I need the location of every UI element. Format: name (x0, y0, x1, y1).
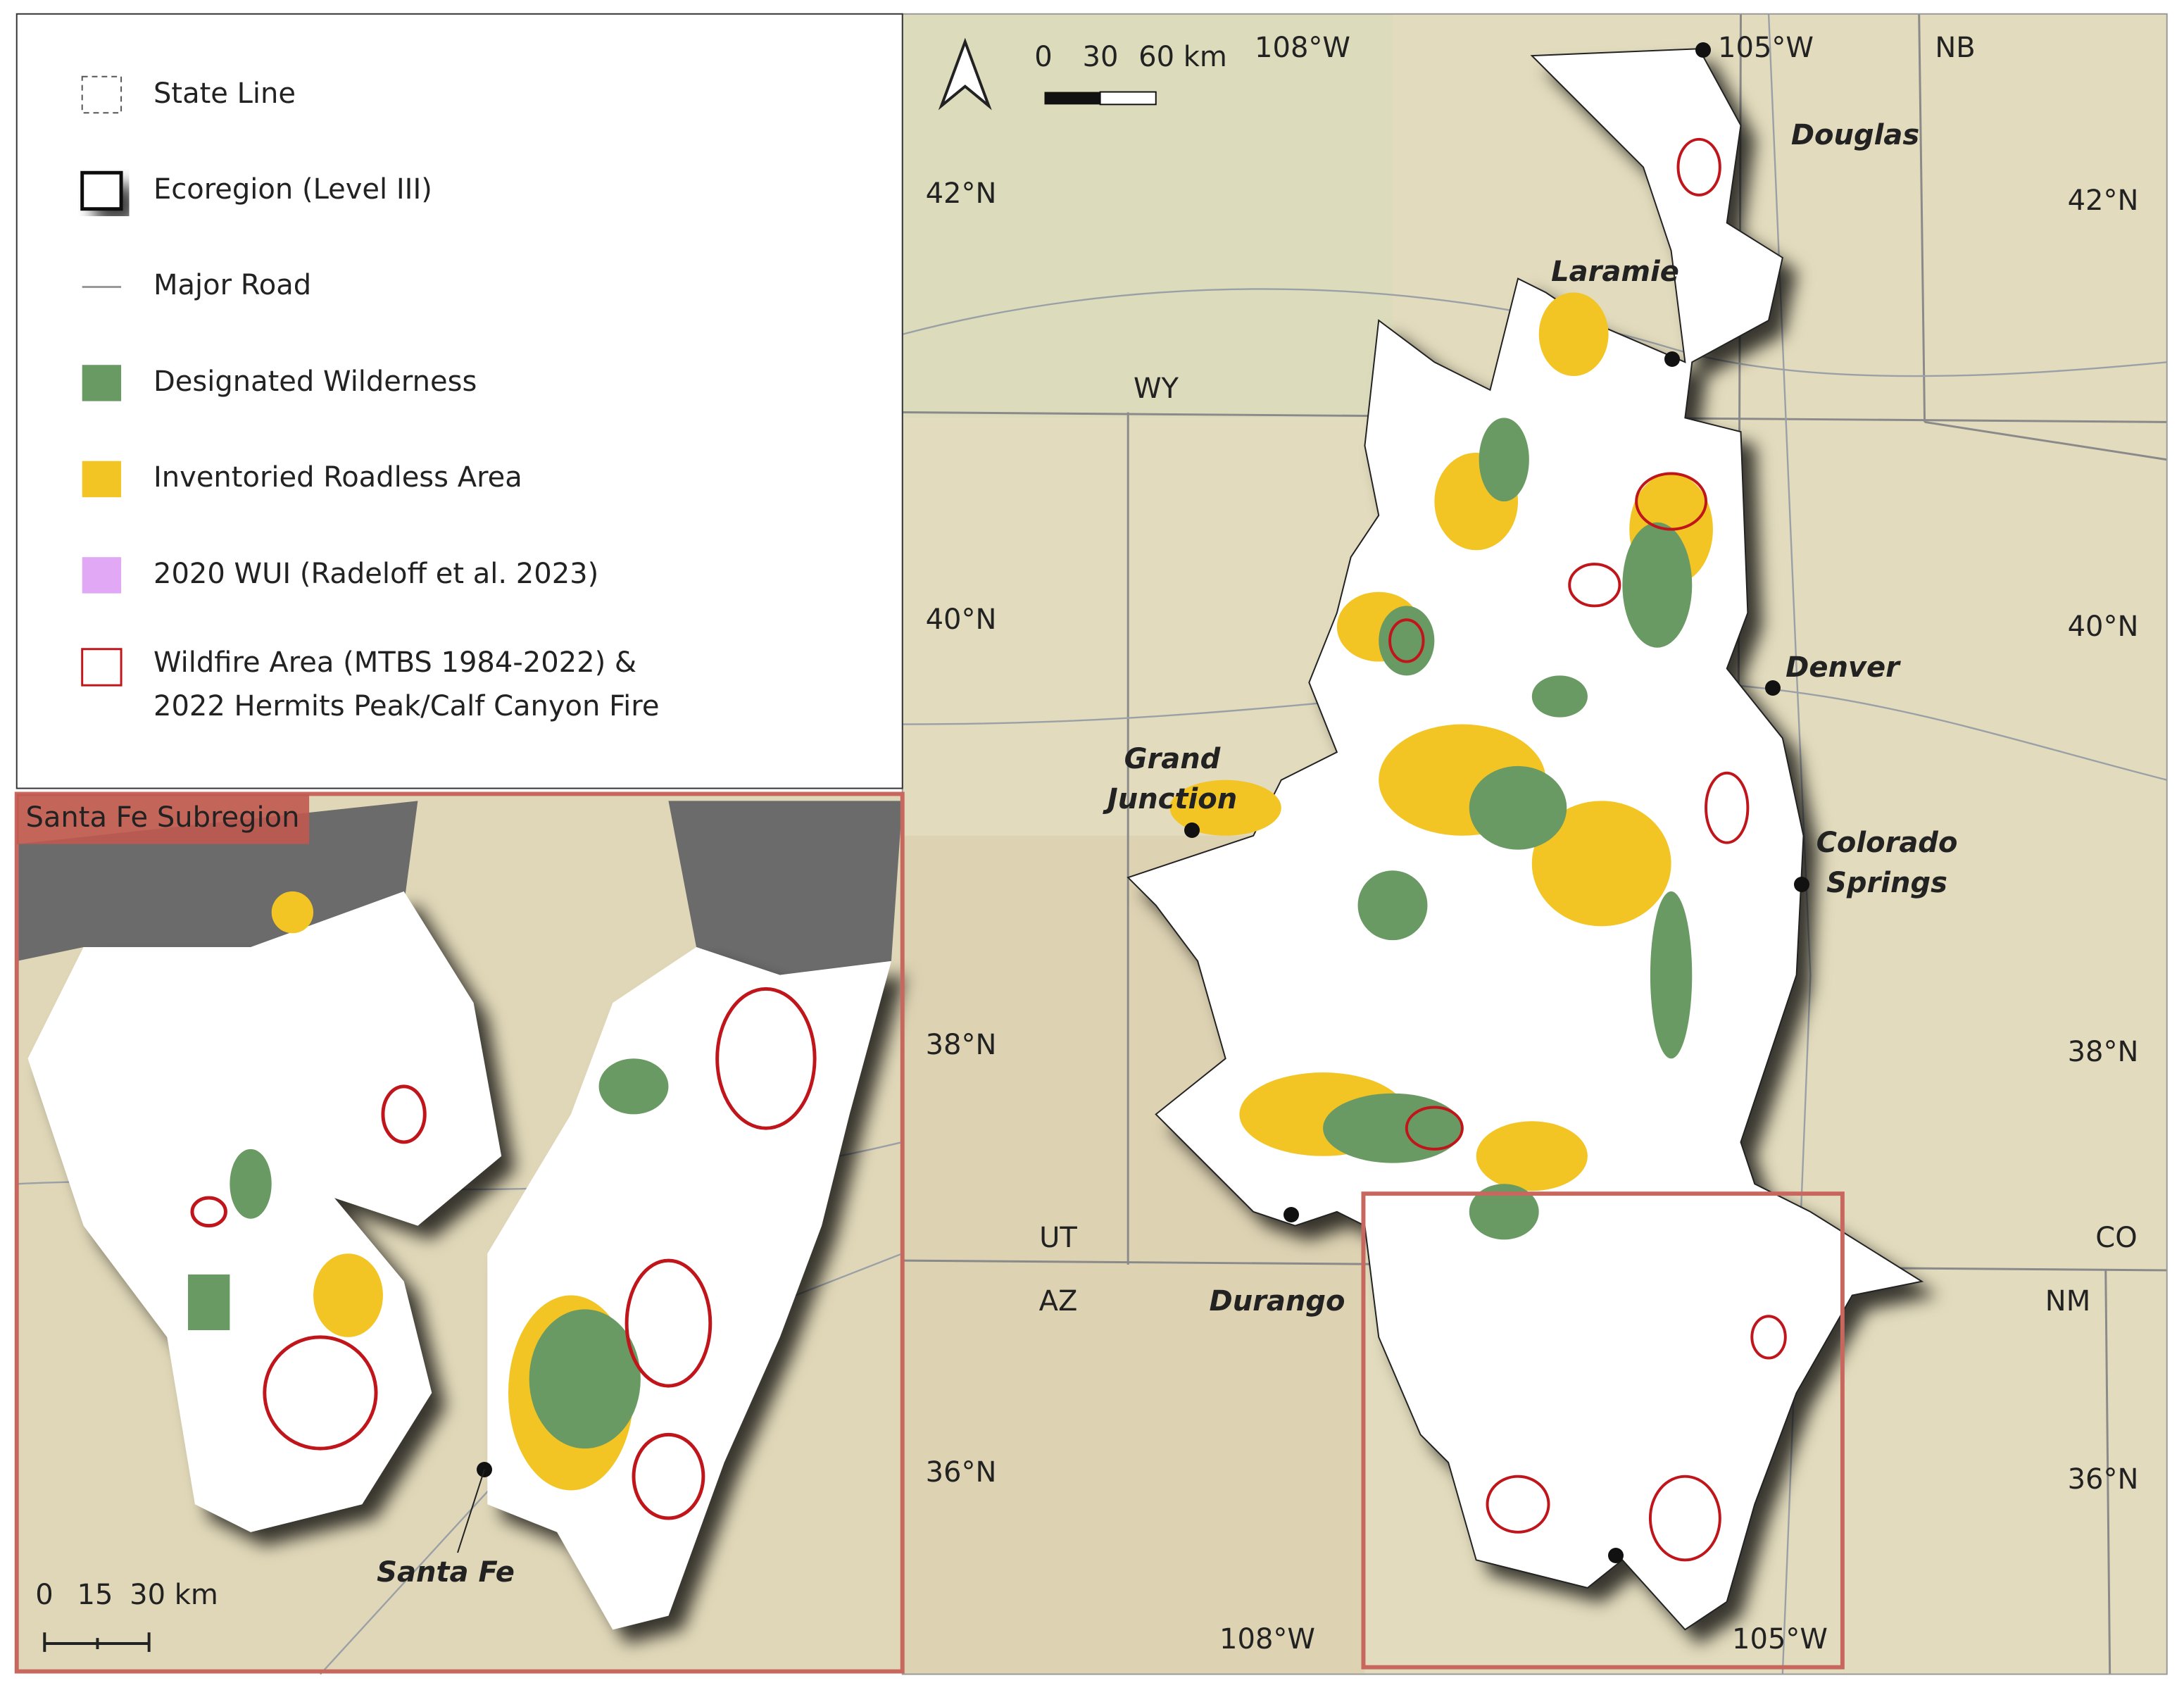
legend-label: Inventoried Roadless Area (153, 461, 522, 494)
wildfires (1388, 137, 1787, 1562)
city-label: Douglas (1791, 119, 1919, 151)
legend-label: 2022 Hermits Peak/Calf Canyon Fire (153, 690, 659, 722)
state-label: NM (2045, 1285, 2090, 1317)
latitude-label: 40°N (2068, 611, 2139, 643)
state-label: CO (2095, 1222, 2137, 1254)
legend-label: State Line (153, 77, 296, 110)
city-label: Colorado (1816, 827, 1958, 859)
latitude-label: 42°N (926, 177, 997, 210)
city-label: Santa Fe (377, 1556, 515, 1589)
legend-label: Ecoregion (Level III) (153, 173, 432, 206)
longitude-label: 105°W (1718, 32, 1814, 64)
latitude-label: 38°N (2068, 1036, 2139, 1068)
latitude-label: 36°N (2068, 1463, 2139, 1496)
city-label: Springs (1826, 867, 1947, 899)
longitude-label: 108°W (1255, 32, 1350, 64)
city-dot (1664, 351, 1680, 367)
latitude-label: 40°N (926, 603, 997, 636)
state-label: UT (1039, 1222, 1077, 1254)
legend-label: Wildfire Area (MTBS 1984-2022) & (153, 646, 636, 679)
city-dot (1765, 680, 1781, 696)
scale-label: 0 (1034, 41, 1052, 73)
latitude-label: 36°N (926, 1456, 997, 1489)
scale-label: 60 km (1138, 41, 1227, 73)
city-dot (1794, 877, 1809, 892)
inset-scale-label: 15 (77, 1579, 113, 1611)
longitude-label: 108°W (1219, 1623, 1315, 1655)
city-label: Denver (1786, 651, 1901, 684)
city-dot (1695, 42, 1711, 58)
city-label: Laramie (1551, 256, 1679, 288)
legend-label: 2020 WUI (Radeloff et al. 2023) (153, 558, 598, 590)
scale-label: 30 (1083, 41, 1119, 73)
city-dot (1184, 822, 1200, 838)
state-label: NB (1935, 32, 1975, 64)
city-label: Durango (1210, 1285, 1345, 1317)
city-label: Junction (1103, 783, 1237, 815)
inset-scale-label: 0 (35, 1579, 53, 1611)
legend-label: Designated Wilderness (153, 365, 477, 398)
labels: State Line Ecoregion (Level III) Major Roa… (26, 32, 2139, 1655)
legend-label: Major Road (153, 269, 311, 301)
state-label: AZ (1039, 1285, 1078, 1317)
leader (457, 1469, 485, 1553)
inset-scale-label: 30 km (130, 1579, 218, 1611)
city-label: Grand (1124, 743, 1221, 775)
state-label: WY (1134, 373, 1179, 405)
latitude-label: 38°N (926, 1029, 997, 1061)
city-dot (1608, 1548, 1624, 1563)
latitude-label: 42°N (2068, 184, 2139, 217)
wilderness (1323, 418, 1693, 1240)
inset-title: Santa Fe Subregion (26, 801, 300, 834)
city-dot (1284, 1207, 1299, 1222)
longitude-label: 105°W (1732, 1623, 1828, 1655)
